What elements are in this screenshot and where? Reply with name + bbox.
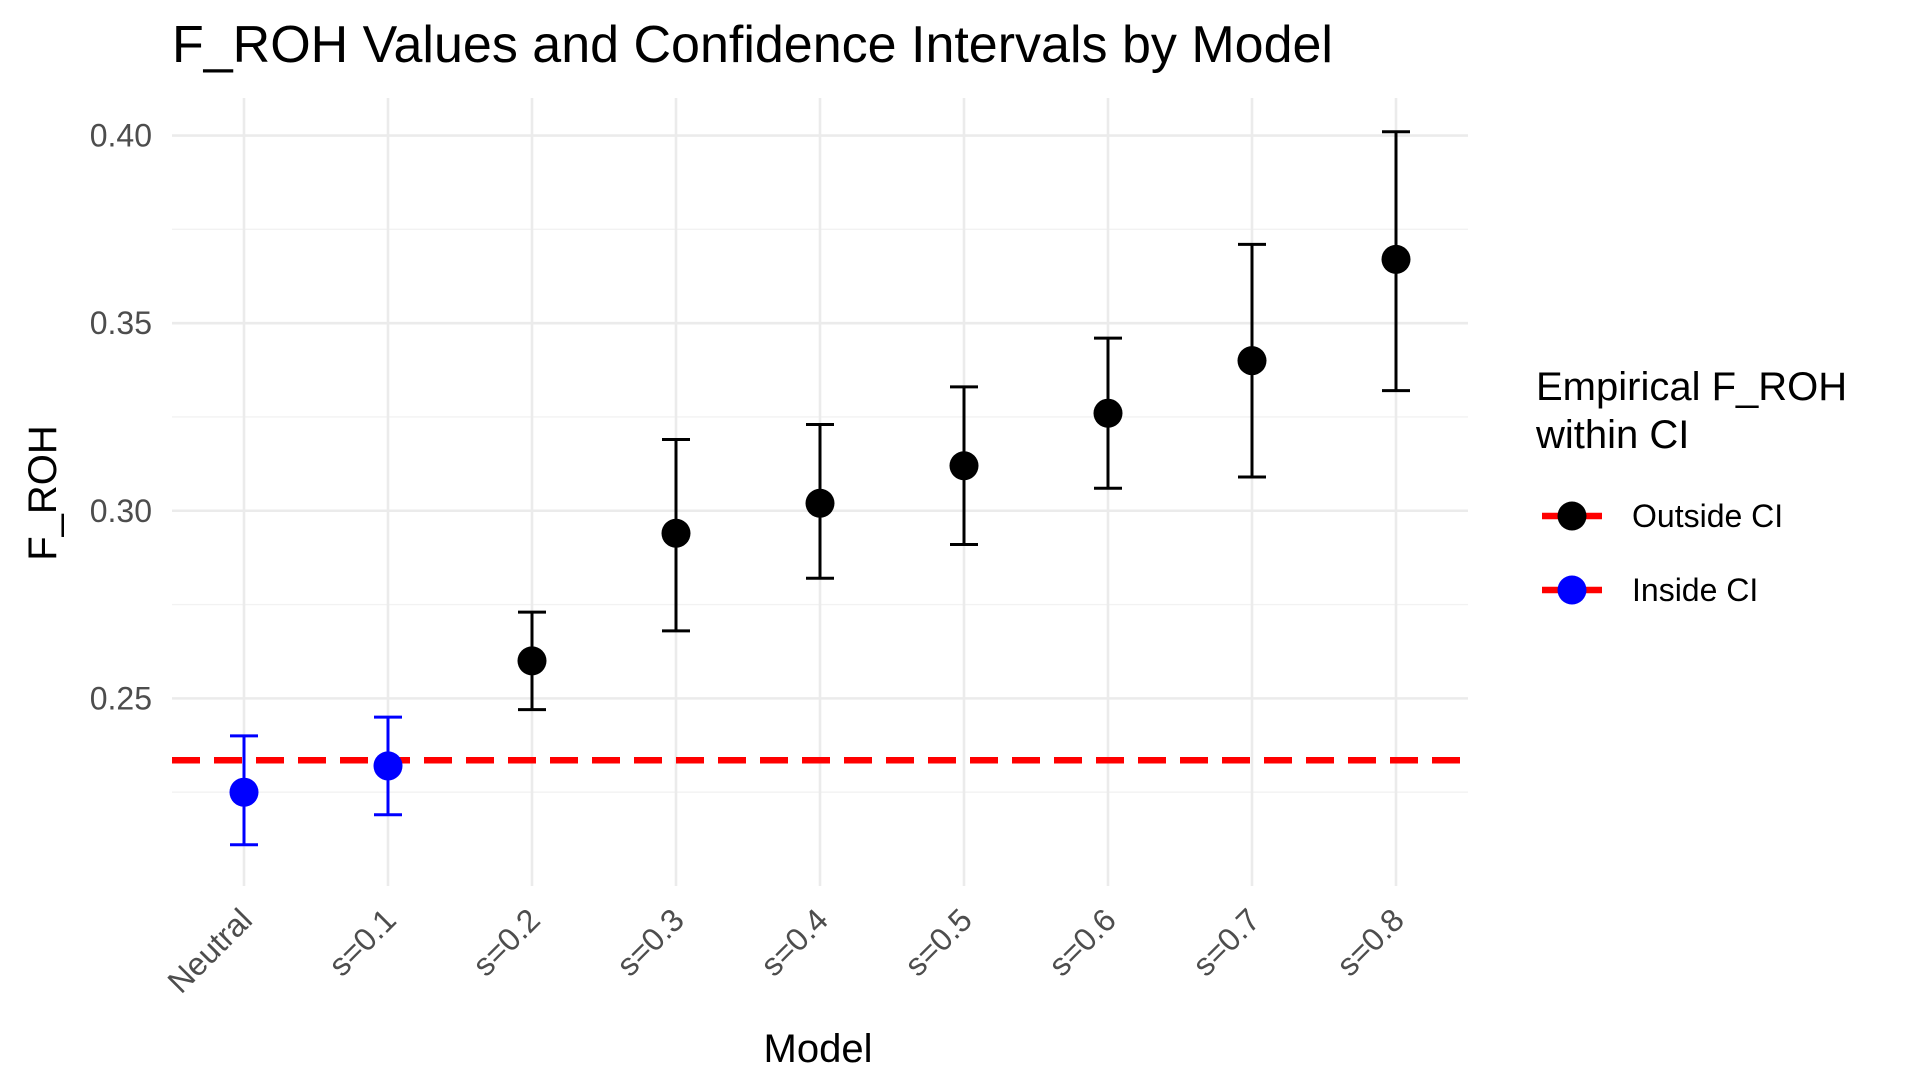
data-point-s=0.4 — [805, 488, 835, 518]
x-tick-label: s=0.8 — [1330, 901, 1411, 982]
x-tick-label: s=0.4 — [754, 901, 835, 982]
legend-label: Outside CI — [1632, 498, 1783, 534]
data-point-s=0.2 — [517, 646, 547, 676]
y-tick-label: 0.25 — [90, 680, 152, 716]
legend-key-point — [1557, 501, 1587, 531]
data-point-s=0.8 — [1381, 244, 1411, 274]
x-tick-labels: Neutral s=0.1 s=0.2 s=0.3 s=0.4 s=0.5 s=0.6 s=0… — [161, 901, 1411, 999]
x-tick-label: s=0.1 — [322, 901, 403, 982]
x-tick-label: s=0.3 — [610, 901, 691, 982]
x-tick-label: Neutral — [161, 901, 259, 999]
x-tick-label: s=0.7 — [1186, 901, 1267, 982]
legend: Empirical F_ROH within CI Outside CI Insi… — [1535, 365, 1847, 608]
x-tick-label: s=0.6 — [1042, 901, 1123, 982]
x-tick-label: s=0.5 — [898, 901, 979, 982]
legend-entries: Outside CI Inside CI — [1542, 498, 1783, 608]
legend-key-point — [1557, 575, 1587, 605]
chart-title: F_ROH Values and Confidence Intervals by… — [172, 16, 1333, 74]
data-point-s=0.3 — [661, 518, 691, 548]
data-point-s=0.7 — [1237, 346, 1267, 376]
legend-entry: Inside CI — [1542, 572, 1758, 608]
legend-title-line-1: Empirical F_ROH — [1536, 365, 1847, 409]
data-point-s=0.6 — [1093, 398, 1123, 428]
legend-entry: Outside CI — [1542, 498, 1783, 534]
data-layer — [229, 130, 1411, 847]
y-axis-title: F_ROH — [21, 425, 65, 561]
legend-title-line-2: within CI — [1535, 413, 1689, 457]
data-point-Neutral — [229, 777, 259, 807]
x-axis-title: Model — [764, 1027, 873, 1071]
y-tick-label: 0.40 — [90, 118, 152, 154]
data-point-s=0.5 — [949, 451, 979, 481]
y-tick-labels: 0.25 0.30 0.35 0.40 — [90, 118, 152, 717]
y-tick-label: 0.35 — [90, 305, 152, 341]
x-tick-label: s=0.2 — [466, 901, 547, 982]
legend-label: Inside CI — [1632, 572, 1758, 608]
y-tick-label: 0.30 — [90, 493, 152, 529]
data-point-s=0.1 — [373, 751, 403, 781]
